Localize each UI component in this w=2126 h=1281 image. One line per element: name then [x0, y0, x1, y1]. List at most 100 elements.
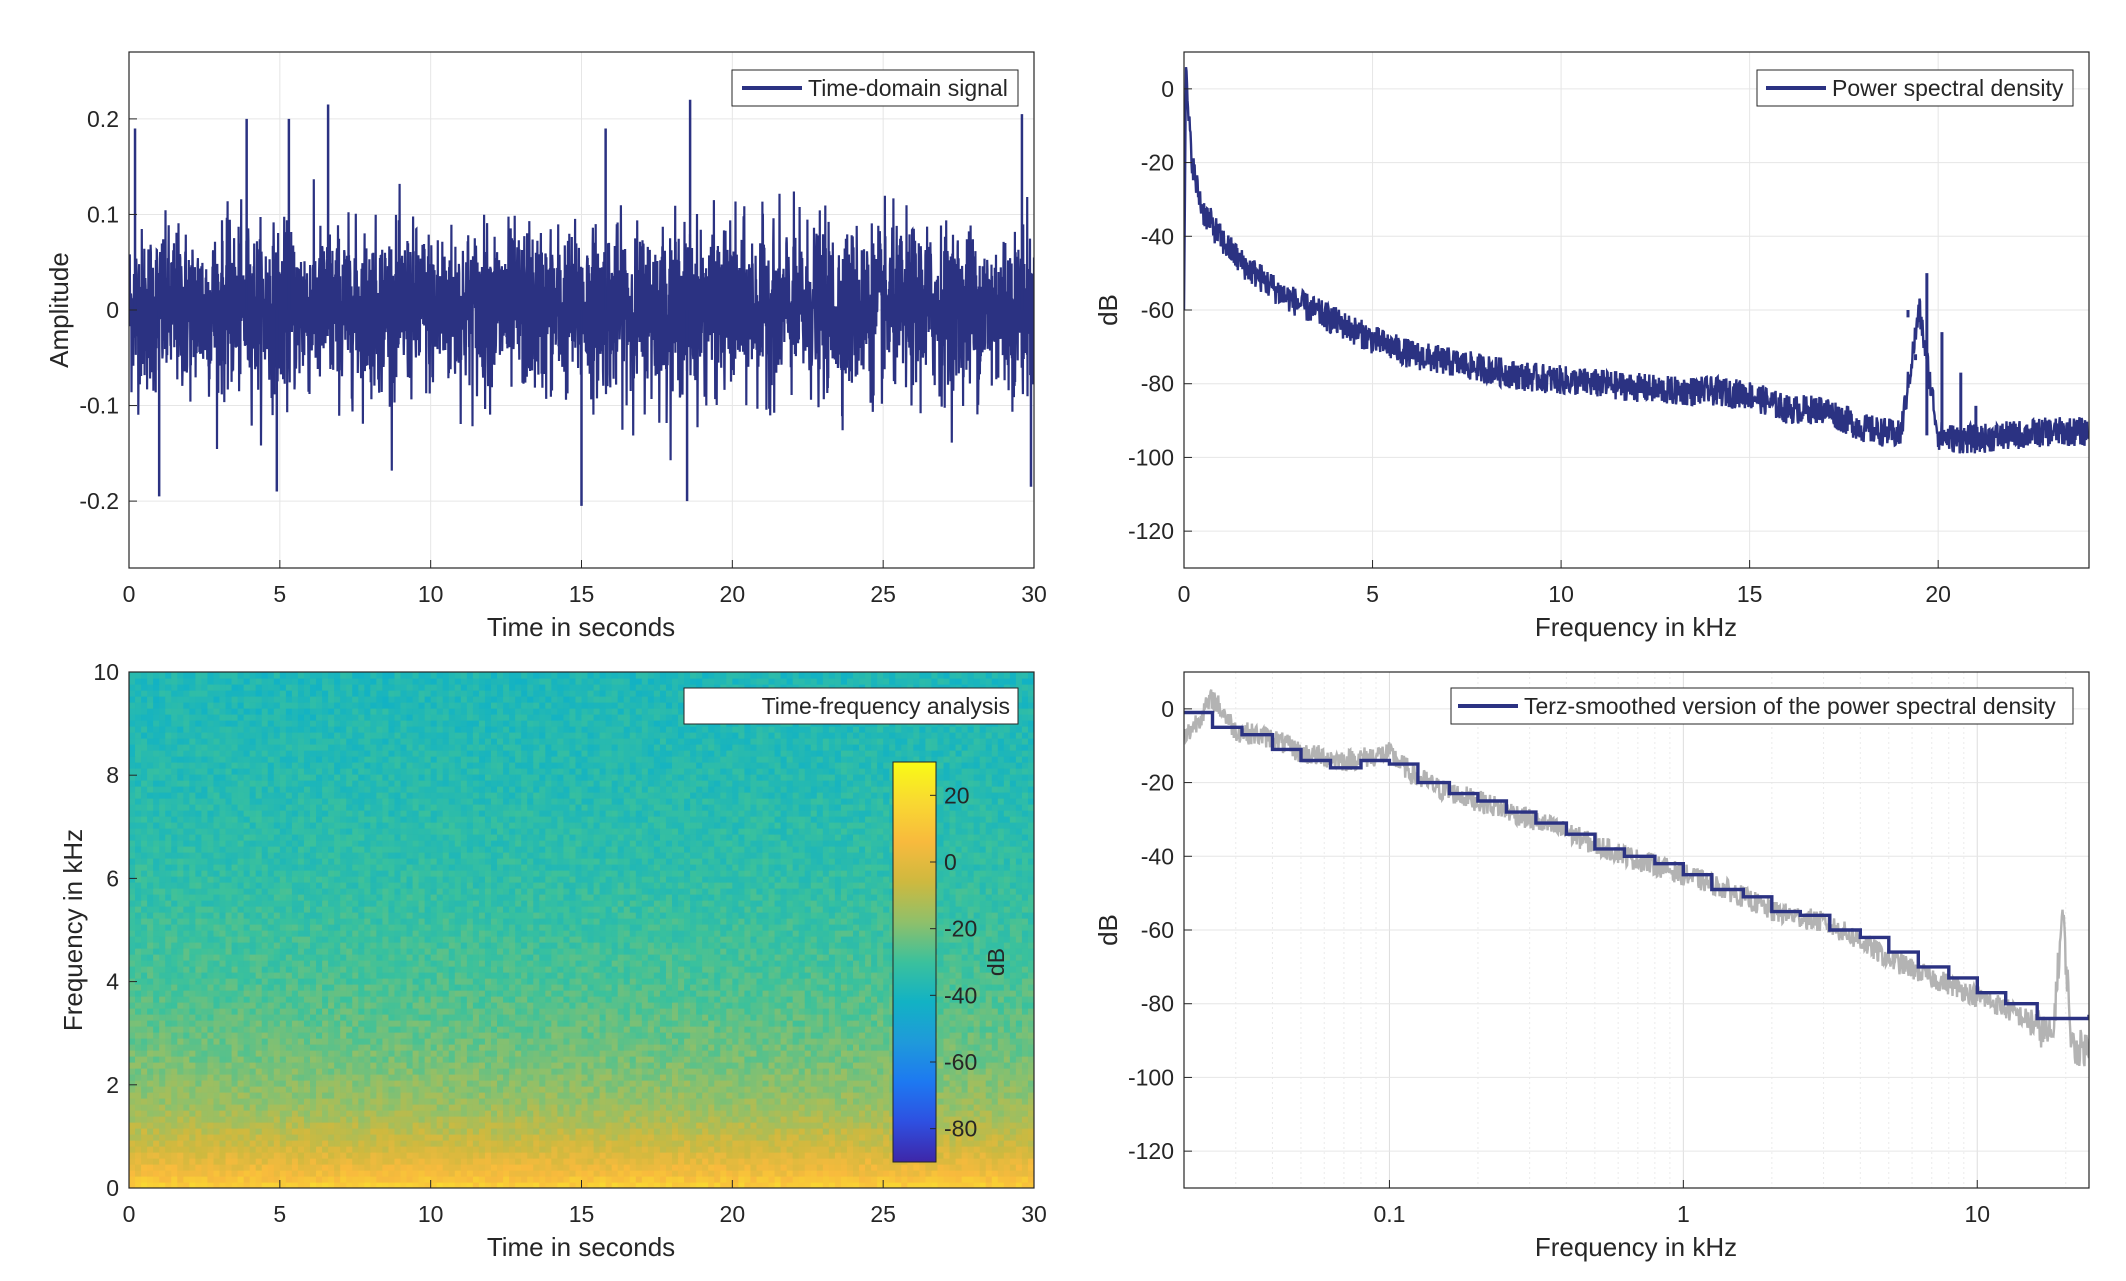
heatmap-cell: [340, 1134, 347, 1141]
heatmap-cell: [352, 1176, 359, 1183]
heatmap-cell: [455, 1026, 462, 1033]
heatmap-cell: [799, 1122, 806, 1129]
heatmap-cell: [226, 1098, 233, 1105]
heatmap-cell: [865, 1032, 872, 1039]
heatmap-cell: [256, 996, 263, 1003]
heatmap-cell: [286, 1110, 293, 1117]
heatmap-cell: [322, 1110, 329, 1117]
heatmap-cell: [672, 1020, 679, 1027]
heatmap-cell: [672, 1062, 679, 1069]
heatmap-cell: [974, 1020, 981, 1027]
heatmap-cell: [569, 1008, 576, 1015]
heatmap-cell: [582, 1050, 589, 1057]
heatmap-cell: [310, 1026, 317, 1033]
heatmap-cell: [612, 1176, 619, 1183]
heatmap-cell: [793, 1008, 800, 1015]
heatmap-cell: [853, 1152, 860, 1159]
heatmap-cell: [147, 1176, 154, 1183]
heatmap-cell: [213, 1068, 220, 1075]
heatmap-cell: [220, 1044, 227, 1051]
heatmap-cell: [183, 1080, 190, 1087]
heatmap-cell: [618, 1062, 625, 1069]
heatmap-cell: [304, 1026, 311, 1033]
heatmap-cell: [539, 1104, 546, 1111]
heatmap-cell: [654, 1008, 661, 1015]
heatmap-cell: [980, 1158, 987, 1165]
heatmap-cell: [226, 1086, 233, 1093]
heatmap-cell: [901, 1170, 908, 1177]
heatmap-cell: [714, 1044, 721, 1051]
heatmap-cell: [636, 1116, 643, 1123]
heatmap-cell: [165, 1146, 172, 1153]
heatmap-cell: [177, 1170, 184, 1177]
heatmap-cell: [244, 1002, 251, 1009]
heatmap-cell: [419, 1164, 426, 1171]
heatmap-cell: [497, 1110, 504, 1117]
heatmap-cell: [250, 1014, 257, 1021]
heatmap-cell: [998, 996, 1005, 1003]
heatmap-cell: [431, 1026, 438, 1033]
heatmap-cell: [799, 1176, 806, 1183]
heatmap-cell: [201, 1140, 208, 1147]
heatmap-cell: [992, 1002, 999, 1009]
heatmap-cell: [238, 1050, 245, 1057]
heatmap-cell: [847, 1014, 854, 1021]
heatmap-cell: [250, 1092, 257, 1099]
heatmap-cell: [437, 1032, 444, 1039]
heatmap-cell: [527, 1170, 534, 1177]
heatmap-cell: [769, 1110, 776, 1117]
heatmap-cell: [696, 1050, 703, 1057]
heatmap-cell: [666, 1032, 673, 1039]
heatmap-cell: [232, 1152, 239, 1159]
heatmap-cell: [201, 1044, 208, 1051]
heatmap-cell: [968, 1038, 975, 1045]
heatmap-cell: [539, 996, 546, 1003]
heatmap-cell: [756, 1146, 763, 1153]
heatmap-cell: [702, 1086, 709, 1093]
heatmap-cell: [787, 1128, 794, 1135]
heatmap-cell: [690, 1002, 697, 1009]
heatmap-cell: [750, 1146, 757, 1153]
heatmap-cell: [980, 1098, 987, 1105]
heatmap-cell: [515, 1092, 522, 1099]
heatmap-cell: [376, 996, 383, 1003]
heatmap-cell: [425, 1068, 432, 1075]
heatmap-cell: [1010, 1140, 1017, 1147]
heatmap-cell: [594, 1074, 601, 1081]
heatmap-cell: [738, 1032, 745, 1039]
heatmap-cell: [213, 1014, 220, 1021]
heatmap-cell: [207, 1158, 214, 1165]
heatmap-cell: [853, 1122, 860, 1129]
heatmap-cell: [847, 1032, 854, 1039]
heatmap-cell: [672, 1170, 679, 1177]
heatmap-cell: [238, 1062, 245, 1069]
heatmap-cell: [582, 1056, 589, 1063]
heatmap-cell: [980, 1134, 987, 1141]
heatmap-cell: [401, 1146, 408, 1153]
heatmap-cell: [763, 1146, 770, 1153]
heatmap-cell: [388, 1098, 395, 1105]
heatmap-cell: [1022, 1146, 1029, 1153]
heatmap-cell: [756, 1122, 763, 1129]
heatmap-cell: [394, 1044, 401, 1051]
heatmap-cell: [232, 1074, 239, 1081]
heatmap-cell: [479, 1086, 486, 1093]
heatmap-cell: [334, 1086, 341, 1093]
heatmap-cell: [636, 1044, 643, 1051]
heatmap-cell: [811, 1050, 818, 1057]
heatmap-cell: [944, 1164, 951, 1171]
heatmap-cell: [835, 1092, 842, 1099]
heatmap-cell: [732, 1026, 739, 1033]
heatmap-cell: [732, 1002, 739, 1009]
heatmap-cell: [413, 1002, 420, 1009]
heatmap-cell: [642, 1158, 649, 1165]
heatmap-cell: [690, 1110, 697, 1117]
heatmap-cell: [829, 1008, 836, 1015]
heatmap-cell: [551, 1176, 558, 1183]
heatmap-cell: [847, 1068, 854, 1075]
heatmap-cell: [250, 1080, 257, 1087]
heatmap-cell: [238, 1032, 245, 1039]
heatmap-cell: [262, 1152, 269, 1159]
heatmap-cell: [968, 1008, 975, 1015]
heatmap-cell: [171, 1176, 178, 1183]
